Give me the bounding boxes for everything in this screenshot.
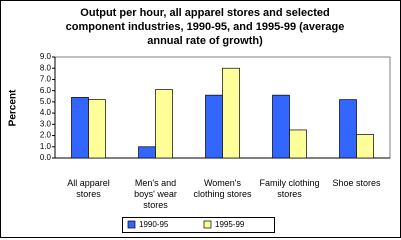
legend-swatch [127,220,136,229]
bar [138,146,156,159]
y-tick-label: 0.0 [40,153,52,162]
bar [356,134,374,159]
x-tick-label: Family clothing stores [259,178,320,199]
x-tick-label: Women's clothing stores [193,178,252,199]
bar [222,67,240,159]
bar [289,129,307,159]
bar [205,94,223,159]
y-tick-label: 2.0 [40,131,52,140]
bar [272,94,290,159]
x-tick-label: Shoe stores [332,178,381,188]
y-tick-label: 1.0 [40,142,52,151]
bar [88,99,106,159]
x-tick-label: Men's and boys' wear stores [134,178,177,210]
y-tick-label: 7.0 [40,75,52,84]
y-tick-label: 8.0 [40,63,52,72]
y-tick-label: 6.0 [40,86,52,95]
y-tick-label: 9.0 [40,52,52,61]
bar [155,89,173,159]
legend-label: 1990-95 [139,220,169,229]
legend-box [122,217,275,233]
bar [71,97,89,159]
legend-swatch [203,220,212,229]
y-tick-label: 5.0 [40,97,52,106]
bar [339,99,357,159]
y-axis-label: Percent [8,89,19,126]
legend-label: 1995-99 [215,220,245,229]
x-tick-label: All apparel stores [67,178,110,199]
y-tick-label: 4.0 [40,108,52,117]
y-tick-label: 3.0 [40,119,52,128]
chart-title: Output per hour, all apparel stores and … [65,7,345,47]
